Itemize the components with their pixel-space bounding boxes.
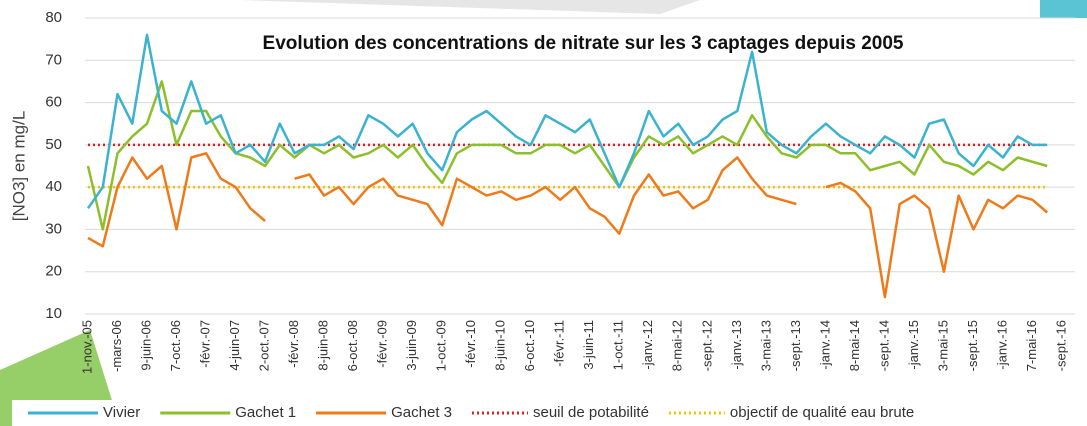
x-tick-label: 8-mai-14: [847, 320, 862, 371]
x-tick-label: 3-mai-13: [758, 320, 773, 371]
x-tick-label: 1-nov.-05: [79, 320, 94, 374]
legend-label: Vivier: [103, 404, 140, 421]
y-tick-label: 30: [45, 220, 62, 237]
x-tick-label: 8-mai-12: [670, 320, 685, 371]
y-tick-label: 20: [45, 263, 62, 280]
x-tick-label: 4-juin-07: [227, 320, 242, 371]
x-tick-label: -févr.-08: [286, 320, 301, 368]
x-tick-label: 3-juin-09: [404, 320, 419, 371]
legend-label: objectif de qualité eau brute: [730, 404, 914, 421]
series-line: [88, 81, 1047, 229]
x-tick-label: -févr.-07: [197, 320, 212, 368]
x-tick-label: 3-mai-15: [935, 320, 950, 371]
y-tick-label: 70: [45, 51, 62, 68]
x-tick-label: -févr.-09: [375, 320, 390, 368]
y-tick-label: 40: [45, 178, 62, 195]
x-tick-label: 9-juin-06: [138, 320, 153, 371]
x-tick-label: 8-juin-08: [316, 320, 331, 371]
x-tick-label: -sept.-13: [788, 320, 803, 371]
x-tick-label: -sept.-12: [699, 320, 714, 371]
x-tick-label: -sept.-15: [965, 320, 980, 371]
x-tick-label: -janv.-13: [729, 320, 744, 370]
x-tick-label: 3-juin-11: [581, 320, 596, 370]
x-tick-label: -janv.-16: [994, 320, 1009, 370]
legend-label: Gachet 3: [391, 404, 452, 421]
x-tick-label: 2-oct.-07: [257, 320, 272, 371]
x-tick-label: -févr.-11: [552, 320, 567, 367]
x-tick-label: -sept.-16: [1053, 320, 1068, 371]
y-tick-label: 10: [45, 305, 62, 322]
x-tick-label: 7-oct.-06: [168, 320, 183, 371]
x-tick-label: 1-oct.-09: [434, 320, 449, 371]
x-tick-label: 6-oct.-10: [522, 320, 537, 371]
x-tick-label: 8-juin-10: [493, 320, 508, 371]
x-tick-label: -févr.-10: [463, 320, 478, 368]
decoration: [1040, 0, 1087, 18]
y-axis-title: [NO3] en mg/L: [9, 111, 28, 222]
x-tick-label: 7-mai-16: [1024, 320, 1039, 371]
x-tick-label: -janv.-12: [640, 320, 655, 370]
series-line: [88, 35, 1047, 208]
x-tick-label: -janv.-14: [817, 320, 832, 370]
y-tick-label: 50: [45, 136, 62, 153]
y-tick-label: 60: [45, 94, 62, 111]
x-tick-label: -sept.-14: [876, 320, 891, 371]
x-tick-label: 6-oct.-08: [345, 320, 360, 371]
x-tick-label: -janv.-15: [906, 320, 921, 370]
x-tick-label: -mars-06: [109, 320, 124, 372]
legend-label: Gachet 1: [235, 404, 296, 421]
x-tick-label: 1-oct.-11: [611, 320, 626, 370]
y-tick-label: 80: [45, 9, 62, 26]
legend-label: seuil de potabilité: [533, 404, 649, 421]
decoration: [240, 0, 700, 14]
chart-title: Evolution des concentrations de nitrate …: [263, 33, 904, 54]
series-line: [88, 153, 1047, 297]
chart: 10 20 30 40 50 60 70 80 1-nov.-05 -mars-06 9-juin-…: [0, 0, 1087, 426]
